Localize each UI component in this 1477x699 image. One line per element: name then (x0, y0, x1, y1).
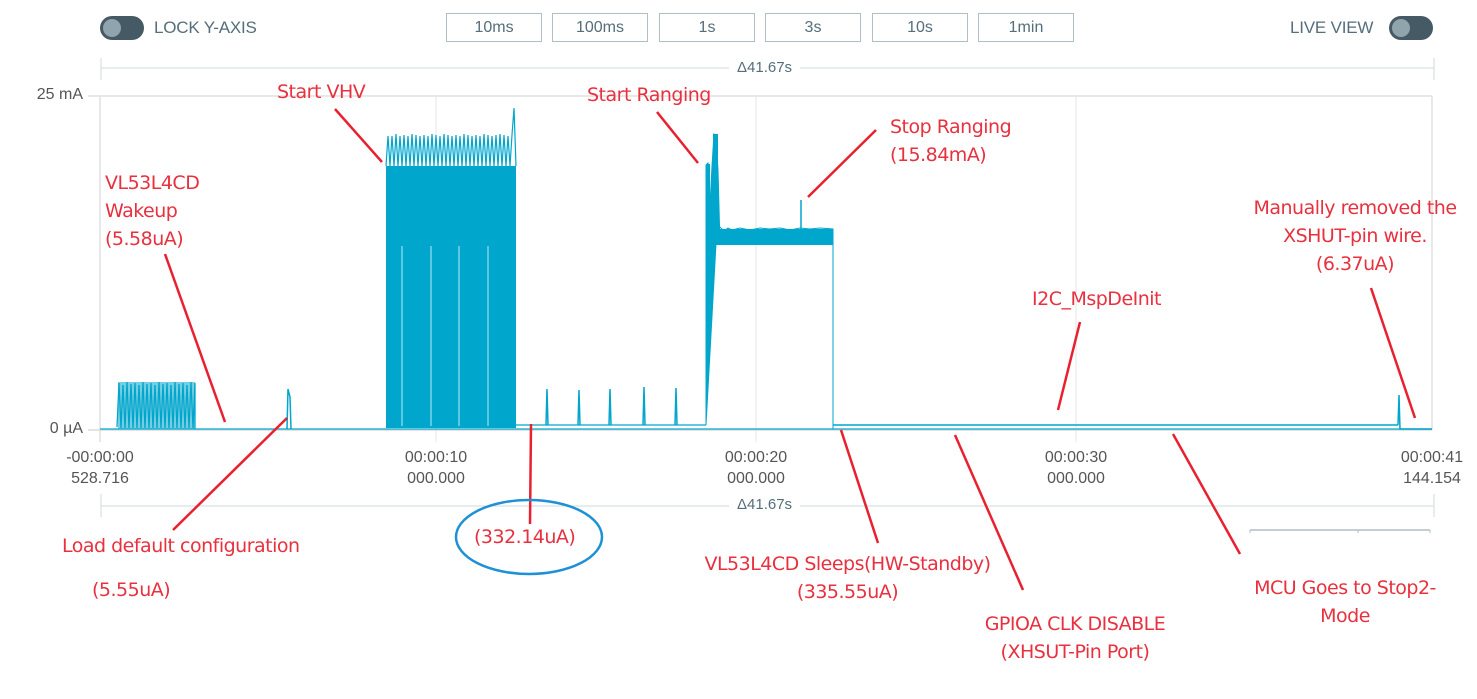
x-tick-ms: 000.000 (407, 470, 465, 487)
x-tick-time: 00:00:20 (724, 449, 788, 466)
range-delta-top: Δ41.67s (729, 59, 801, 76)
annotation-load-default: Load default configuration (62, 535, 300, 557)
live-view-label: LIVE VIEW (1290, 18, 1374, 37)
annotation-line: GPIOA CLK DISABLE (984, 613, 1166, 635)
time-button-100ms[interactable]: 100ms (552, 13, 648, 42)
toggle-knob (1392, 19, 1410, 37)
live-view-toggle[interactable] (1389, 16, 1433, 40)
time-button-3s[interactable]: 3s (765, 13, 861, 42)
x-tick-0: -00:00:00 528.716 (50, 447, 150, 489)
annotation-line: MCU Goes to Stop2- (1254, 577, 1436, 599)
time-button-10s[interactable]: 10s (872, 13, 968, 42)
x-tick-time: -00:00:00 (66, 449, 134, 466)
annotation-load-default-value: (5.55uA) (92, 579, 171, 601)
annotation-line: (335.55uA) (796, 581, 899, 603)
x-tick-3: 00:00:30 000.000 (1026, 447, 1126, 489)
annotation-gpioa: GPIOA CLK DISABLE (XHSUT-Pin Port) (960, 610, 1190, 666)
annotation-line: XSHUT-pin wire. (1283, 225, 1427, 247)
annotation-lines (163, 108, 1417, 591)
time-button-1s[interactable]: 1s (659, 13, 755, 42)
annotation-circled-value: (332.14uA) (474, 526, 576, 548)
timeline-scrollbar[interactable] (1249, 529, 1431, 533)
annotation-stop-ranging: Stop Ranging (15.84mA) (890, 113, 1012, 169)
annotation-sleeps: VL53L4CD Sleeps(HW-Standby) (335.55uA) (690, 550, 1005, 606)
annotation-line: Manually removed the (1253, 197, 1457, 219)
annotation-line: (5.58uA) (105, 228, 184, 250)
annotation-wakeup: VL53L4CD Wakeup (5.58uA) (105, 169, 200, 253)
lock-y-axis-toggle[interactable] (100, 16, 144, 40)
x-tick-time: 00:00:10 (404, 449, 468, 466)
annotation-line: Stop Ranging (890, 116, 1012, 138)
range-delta-bottom: Δ41.67s (729, 496, 801, 513)
annotation-line: VL53L4CD Sleeps(HW-Standby) (704, 553, 991, 575)
annotation-line: (15.84mA) (890, 144, 987, 166)
annotation-line: VL53L4CD (105, 172, 200, 194)
annotation-line: (XHSUT-Pin Port) (1000, 641, 1150, 663)
time-button-1min[interactable]: 1min (978, 13, 1074, 42)
toggle-knob (103, 19, 121, 37)
x-tick-4: 00:00:41 144.154 (1382, 447, 1477, 489)
y-axis-min-label: 0 µA (49, 420, 83, 437)
annotation-manual-xshut: Manually removed the XSHUT-pin wire. (6.… (1240, 194, 1470, 278)
y-axis-max-label: 25 mA (36, 86, 83, 103)
x-tick-2: 00:00:20 000.000 (706, 447, 806, 489)
highlight-circle (454, 498, 604, 576)
x-tick-ms: 144.154 (1403, 470, 1461, 487)
current-trace (100, 107, 1432, 430)
annotation-i2c-deinit: I2C_MspDeInit (1032, 288, 1162, 310)
annotation-line: (6.37uA) (1315, 253, 1395, 275)
initial-pulses (116, 381, 196, 429)
lock-y-axis-label: LOCK Y-AXIS (154, 18, 257, 37)
time-button-10ms[interactable]: 10ms (446, 13, 542, 42)
annotation-mcu-stop2: MCU Goes to Stop2- Mode (1230, 574, 1460, 630)
x-tick-ms: 000.000 (727, 470, 785, 487)
annotation-start-vhv: Start VHV (277, 81, 366, 103)
annotation-start-ranging: Start Ranging (587, 84, 711, 106)
x-tick-time: 00:00:41 (1400, 449, 1464, 466)
x-tick-ms: 528.716 (71, 470, 129, 487)
x-tick-time: 00:00:30 (1044, 449, 1108, 466)
x-tick-1: 00:00:10 000.000 (386, 447, 486, 489)
annotation-line: Wakeup (105, 200, 178, 222)
annotation-line: Mode (1320, 605, 1370, 627)
x-tick-ms: 000.000 (1047, 470, 1105, 487)
